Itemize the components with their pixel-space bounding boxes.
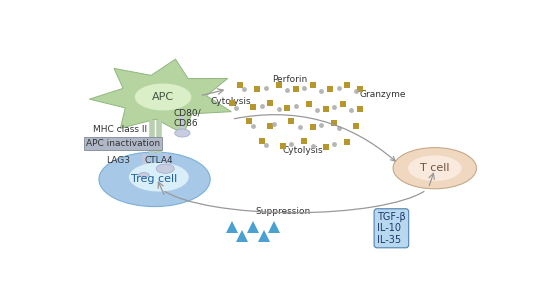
- Text: Suppression: Suppression: [255, 207, 311, 216]
- Ellipse shape: [139, 173, 149, 177]
- Text: TGF-β
IL-10
IL-35: TGF-β IL-10 IL-35: [377, 212, 406, 245]
- Text: APC inactivation: APC inactivation: [86, 139, 160, 148]
- Text: MHC class II: MHC class II: [93, 125, 147, 134]
- Circle shape: [174, 129, 190, 137]
- FancyArrowPatch shape: [234, 115, 395, 161]
- Text: Cytolysis: Cytolysis: [210, 97, 251, 106]
- Text: T cell: T cell: [420, 163, 449, 173]
- Ellipse shape: [129, 163, 189, 192]
- Ellipse shape: [393, 148, 476, 189]
- Text: Cytolysis: Cytolysis: [283, 146, 323, 155]
- Text: Granzyme: Granzyme: [360, 90, 406, 99]
- Ellipse shape: [135, 84, 192, 110]
- Text: APC: APC: [152, 92, 174, 102]
- Text: Perforin: Perforin: [272, 75, 307, 84]
- Ellipse shape: [99, 152, 210, 207]
- Text: Treg cell: Treg cell: [131, 174, 178, 184]
- Ellipse shape: [408, 155, 461, 181]
- Text: CTLA4: CTLA4: [145, 156, 173, 165]
- Circle shape: [156, 164, 174, 173]
- Text: LAG3: LAG3: [106, 156, 130, 165]
- Text: CD80/
CD86: CD80/ CD86: [174, 108, 201, 128]
- Polygon shape: [89, 59, 231, 134]
